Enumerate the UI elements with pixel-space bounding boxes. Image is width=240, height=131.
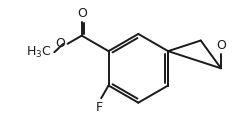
Text: O: O bbox=[77, 7, 87, 20]
Text: O: O bbox=[55, 37, 65, 50]
Text: H$_3$C: H$_3$C bbox=[26, 45, 52, 60]
Text: F: F bbox=[96, 101, 103, 114]
Text: O: O bbox=[216, 39, 226, 52]
